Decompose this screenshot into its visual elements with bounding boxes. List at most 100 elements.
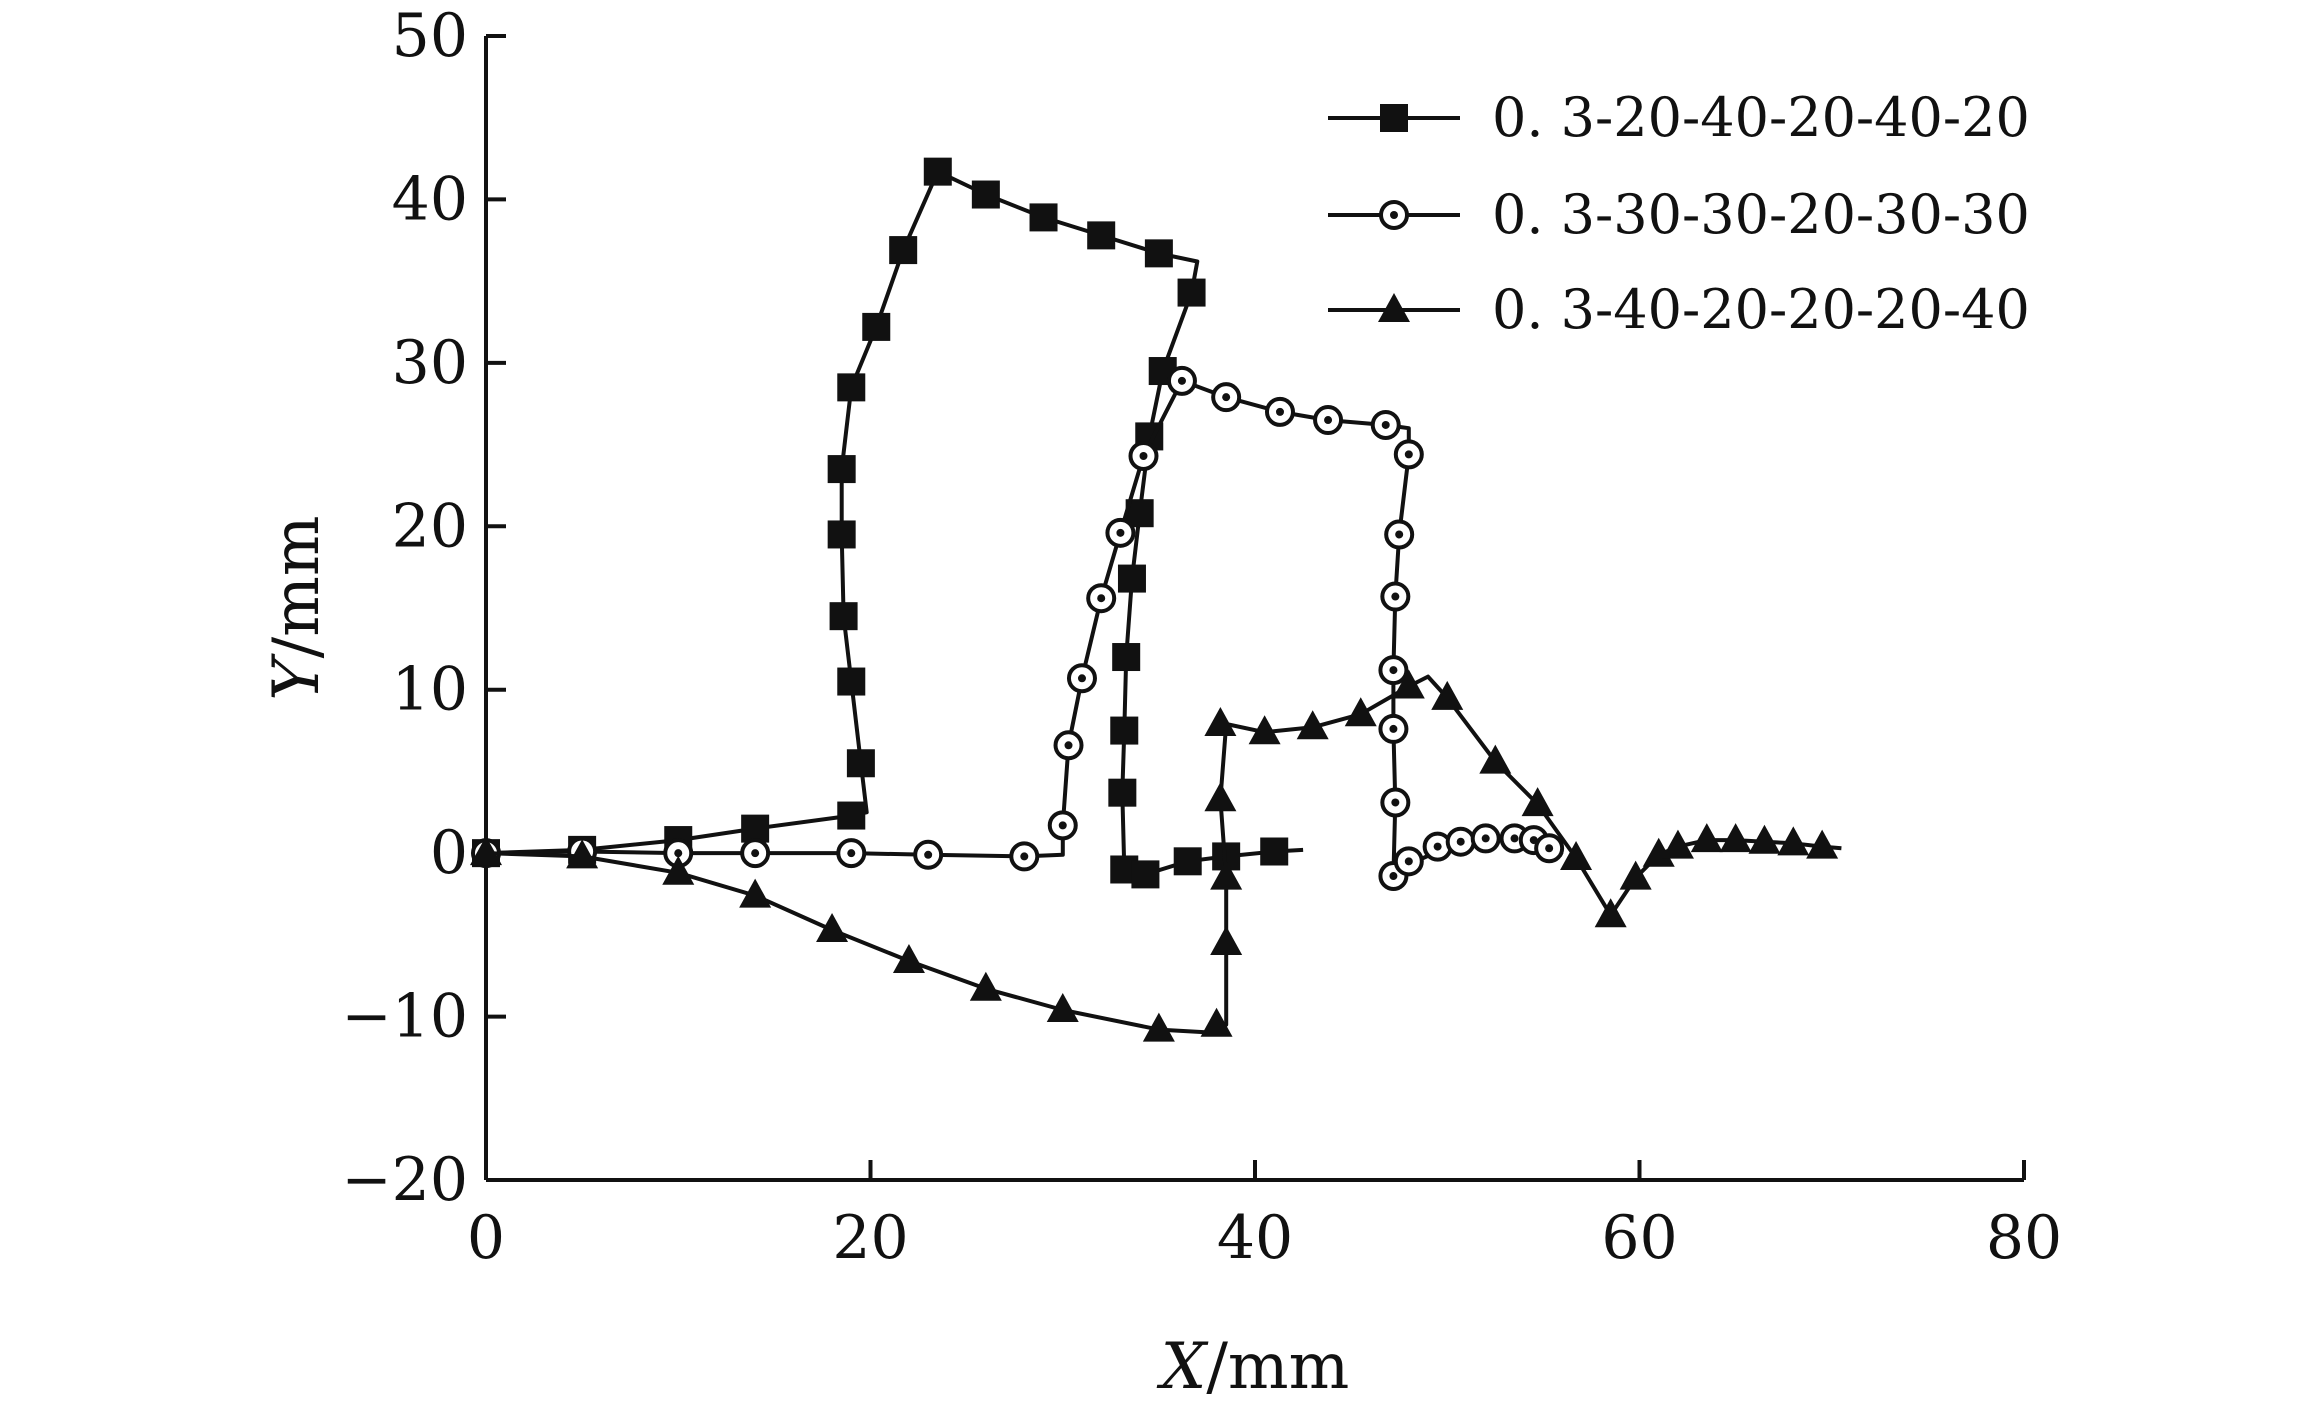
y-axis-var: Y (260, 653, 334, 701)
circle-marker-dot (1222, 393, 1231, 402)
circle-marker-dot (1395, 530, 1404, 539)
circle-marker-dot (1389, 666, 1398, 675)
x-ticks: 0 20 40 60 80 (467, 1160, 2062, 1273)
circle-marker-dot (1139, 452, 1148, 461)
circle-marker-dot (1456, 837, 1465, 846)
circle-marker-dot (1064, 741, 1073, 750)
triangle-marker (1210, 860, 1243, 890)
legend-triangle-marker (1378, 293, 1410, 322)
circle-marker-dot (1077, 674, 1086, 683)
square-marker (837, 801, 866, 830)
square-marker (1260, 837, 1289, 866)
x-tick-label: 20 (832, 1203, 908, 1273)
triangle-marker (1777, 826, 1810, 856)
square-marker (829, 602, 858, 631)
x-axis-unit: /mm (1206, 1330, 1349, 1404)
series-line (485, 169, 1304, 877)
triangle-marker (1521, 787, 1554, 817)
circle-marker-dot (1545, 844, 1554, 853)
triangle-marker (892, 944, 925, 974)
y-axis-unit: /mm (260, 515, 334, 658)
circle-marker-dot (1389, 724, 1398, 733)
triangle-marker (1204, 782, 1237, 812)
circle-marker-dot (847, 849, 856, 858)
series-line (485, 674, 1842, 1035)
triangle-marker (1748, 824, 1781, 854)
circle-marker-dot (1097, 594, 1106, 603)
series-3 (470, 669, 1842, 1042)
triangle-marker (1661, 829, 1694, 859)
y-tick-label: 20 (392, 491, 468, 561)
x-tick-label: 0 (467, 1203, 505, 1273)
square-marker (862, 312, 891, 341)
triangle-marker (816, 912, 849, 942)
series-2 (471, 365, 1565, 892)
legend-square-marker (1380, 104, 1408, 132)
square-marker (827, 520, 856, 549)
triangle-marker (662, 855, 695, 885)
y-tick-label: 0 (430, 818, 468, 888)
circle-marker-dot (751, 849, 760, 858)
triangle-marker (1046, 993, 1079, 1023)
circle-marker-dot (1481, 834, 1490, 843)
square-marker (1112, 643, 1141, 672)
circle-marker-dot (924, 850, 933, 859)
triangle-marker (1719, 823, 1752, 853)
series (470, 157, 1842, 1042)
triangle-marker (1431, 680, 1464, 710)
y-axis-title: Y/mm (260, 515, 334, 700)
triangle-marker (1594, 898, 1627, 928)
square-marker (1029, 203, 1058, 232)
square-marker (1131, 860, 1160, 889)
triangle-marker (1142, 1012, 1175, 1042)
square-marker (1380, 104, 1408, 132)
square-marker (741, 814, 770, 843)
y-tick-label: −10 (341, 982, 468, 1052)
legend-entry-2: 0. 3-30-30-20-30-30 (1328, 183, 2030, 246)
series-1 (472, 157, 1304, 889)
x-tick-label: 40 (1217, 1203, 1293, 1273)
triangle-marker (1392, 669, 1425, 699)
square-marker (1110, 716, 1139, 745)
y-ticks: −20 −10 0 10 20 30 40 50 (341, 1, 506, 1215)
triangle-marker (1560, 841, 1593, 871)
square-marker (837, 667, 866, 696)
legend-label-3: 0. 3-40-20-20-20-40 (1492, 278, 2030, 341)
legend-entry-3: 0. 3-40-20-20-20-40 (1328, 278, 2030, 341)
triangle-marker (1378, 293, 1410, 322)
square-marker (1177, 278, 1206, 307)
triangle-marker (1210, 926, 1243, 956)
square-marker (837, 373, 866, 402)
x-tick-label: 80 (1986, 1203, 2062, 1273)
square-marker (889, 236, 918, 265)
square-marker (846, 749, 875, 778)
triangle-marker (969, 971, 1002, 1001)
triangle-marker (1296, 710, 1329, 740)
triangle-marker (1806, 829, 1839, 859)
legend-entry-1: 0. 3-20-40-20-40-20 (1328, 86, 2030, 149)
legend: 0. 3-20-40-20-40-20 0. 3-30-30-20-30-30 … (1328, 86, 2030, 341)
legend-circle-marker (1379, 200, 1409, 230)
y-tick-label: 10 (392, 655, 468, 725)
triangle-marker (470, 836, 502, 866)
circle-marker-dot (1116, 528, 1125, 537)
circle-marker-dot (1391, 592, 1400, 601)
triangle-marker (1200, 1007, 1233, 1037)
square-marker (1087, 221, 1116, 250)
x-tick-label: 60 (1601, 1203, 1677, 1273)
circle-marker-dot (1324, 416, 1333, 425)
circle-marker-dot (1390, 211, 1398, 219)
triangle-marker (1344, 697, 1377, 727)
circle-marker-dot (1433, 842, 1442, 851)
y-tick-label: 30 (392, 328, 468, 398)
triangle-marker (739, 878, 772, 908)
y-tick-label: −20 (341, 1145, 468, 1215)
y-tick-label: 50 (392, 1, 468, 71)
legend-label-2: 0. 3-30-30-20-30-30 (1492, 183, 2030, 246)
triangle-marker (1619, 860, 1652, 890)
square-marker (923, 157, 952, 186)
circle-marker-dot (1510, 834, 1519, 843)
square-marker (1173, 847, 1202, 876)
circle-marker-dot (1404, 857, 1413, 866)
